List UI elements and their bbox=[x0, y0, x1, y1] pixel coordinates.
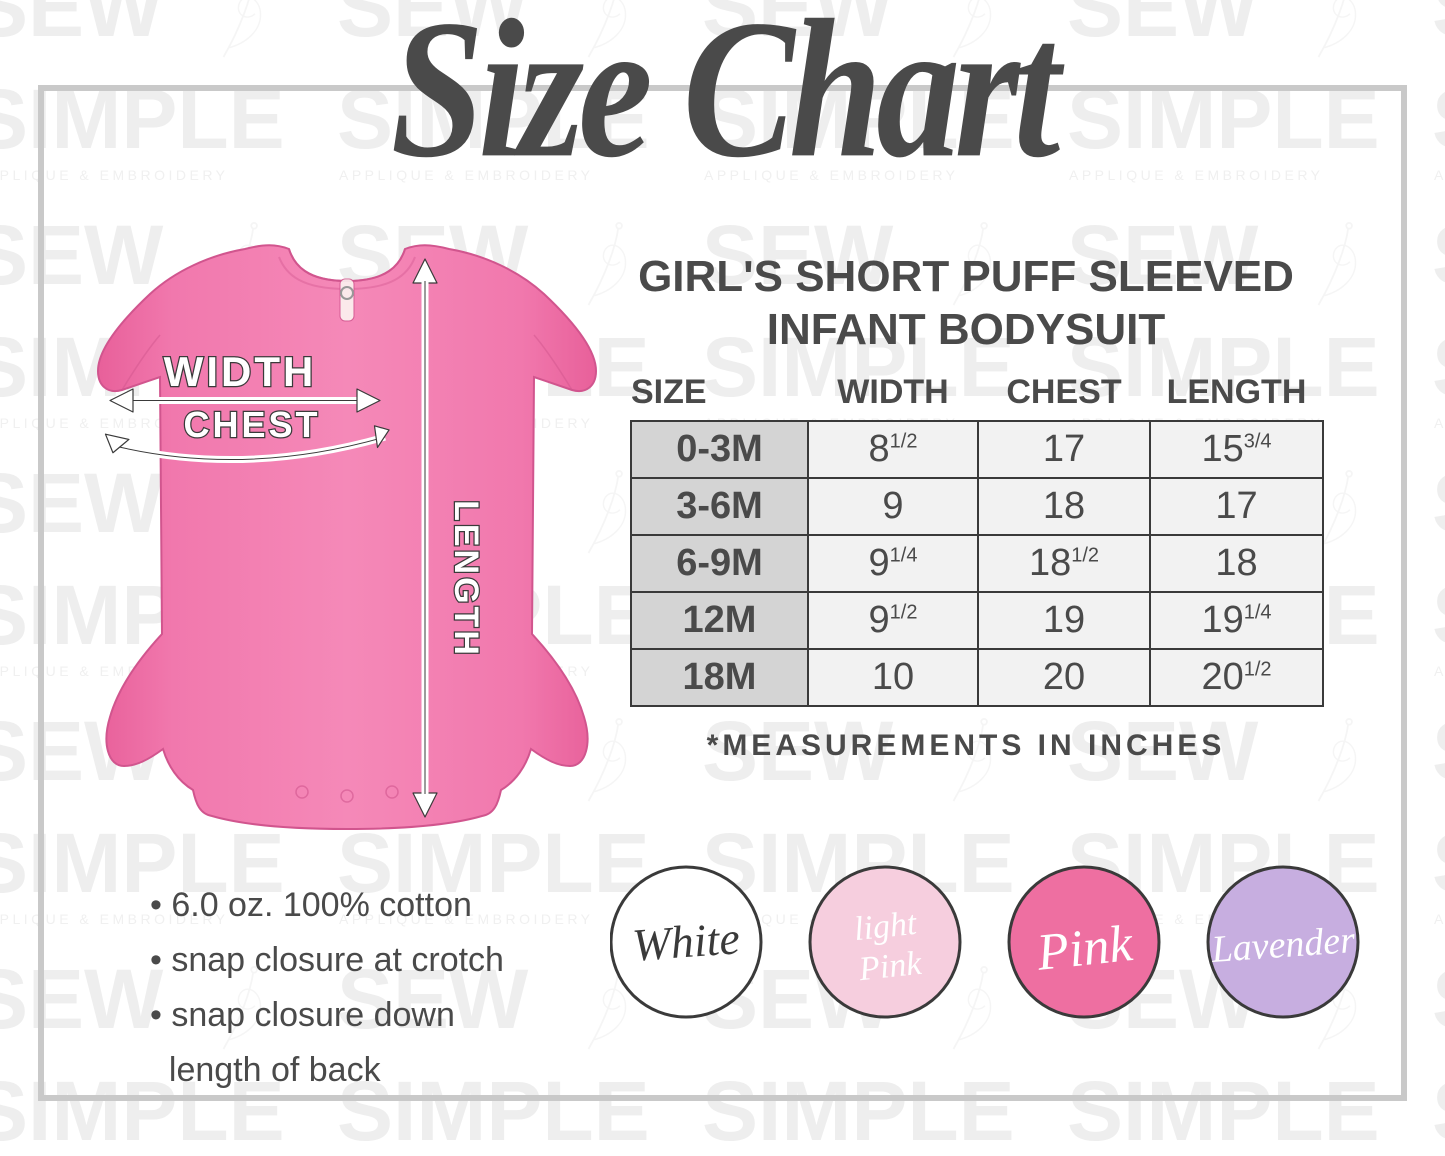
svg-text:White: White bbox=[631, 912, 742, 970]
svg-text:light: light bbox=[852, 905, 919, 948]
svg-text:Pink: Pink bbox=[856, 945, 924, 989]
svg-text:Pink: Pink bbox=[1033, 915, 1136, 982]
svg-text:CHEST: CHEST bbox=[183, 404, 320, 445]
svg-text:LENGTH: LENGTH bbox=[447, 500, 485, 658]
svg-text:WIDTH: WIDTH bbox=[164, 348, 317, 395]
